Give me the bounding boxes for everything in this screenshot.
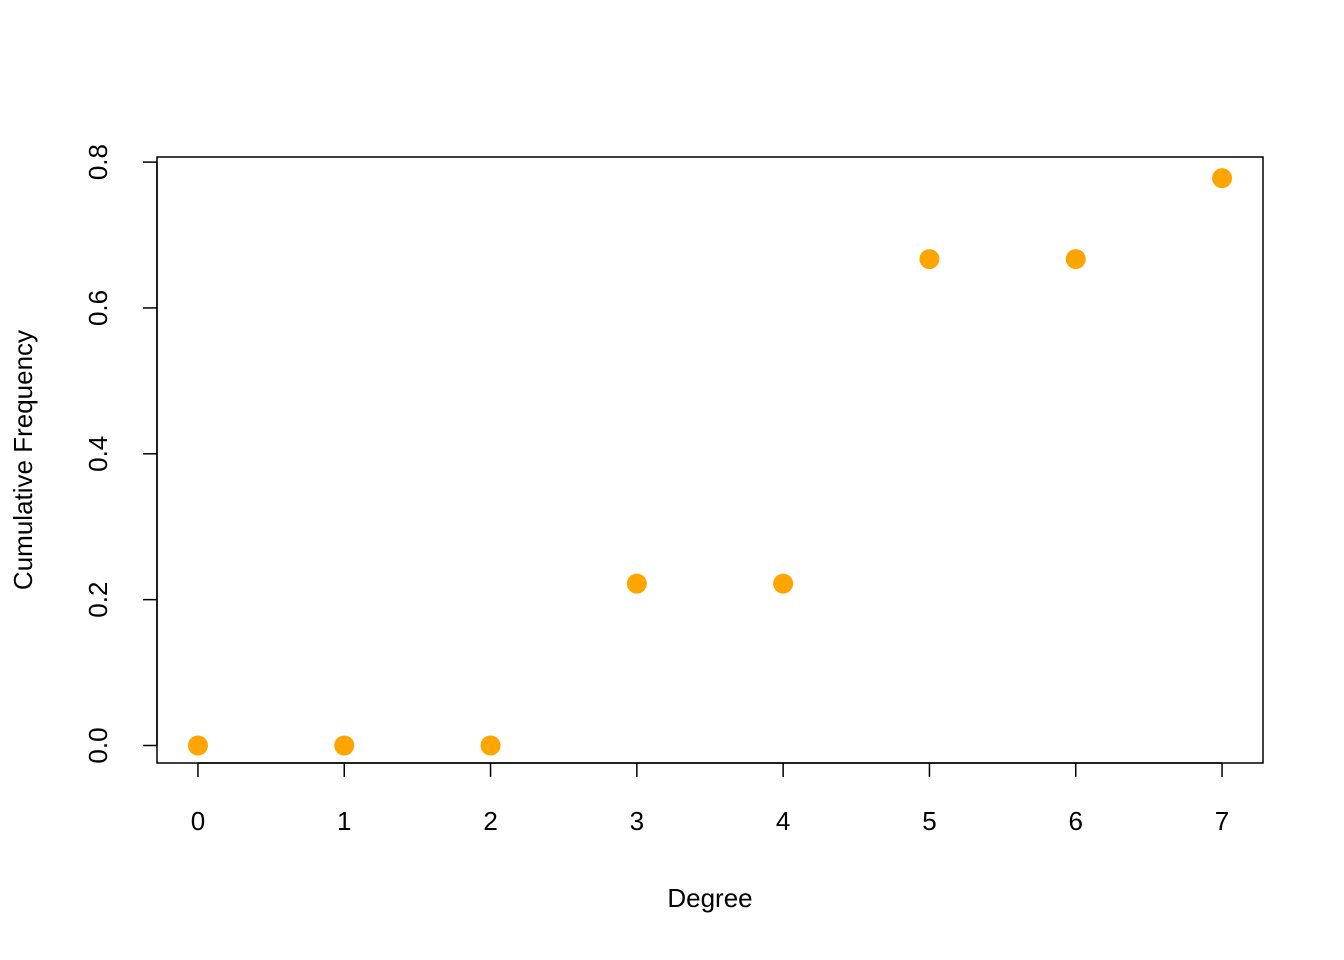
- x-tick-label: 0: [191, 806, 205, 836]
- point: [773, 573, 794, 594]
- y-tick-label: 0.0: [83, 727, 113, 763]
- y-tick-label: 0.2: [83, 582, 113, 618]
- point: [187, 735, 208, 756]
- x-axis-title: Degree: [667, 883, 752, 913]
- y-tick-label: 0.6: [83, 290, 113, 326]
- x-tick-label: 5: [922, 806, 936, 836]
- x-tick-label: 4: [776, 806, 790, 836]
- x-tick-label: 7: [1215, 806, 1229, 836]
- y-tick-label: 0.4: [83, 436, 113, 472]
- point: [1065, 249, 1086, 270]
- y-tick-label: 0.8: [83, 144, 113, 180]
- x-tick-label: 2: [483, 806, 497, 836]
- y-axis-title: Cumulative Frequency: [8, 330, 38, 590]
- x-tick-label: 1: [337, 806, 351, 836]
- point: [480, 735, 501, 756]
- x-tick-label: 6: [1069, 806, 1083, 836]
- point: [626, 573, 647, 594]
- point: [334, 735, 355, 756]
- point: [1212, 168, 1233, 189]
- point: [919, 249, 940, 270]
- plot-frame: [156, 156, 1264, 764]
- x-tick-label: 3: [630, 806, 644, 836]
